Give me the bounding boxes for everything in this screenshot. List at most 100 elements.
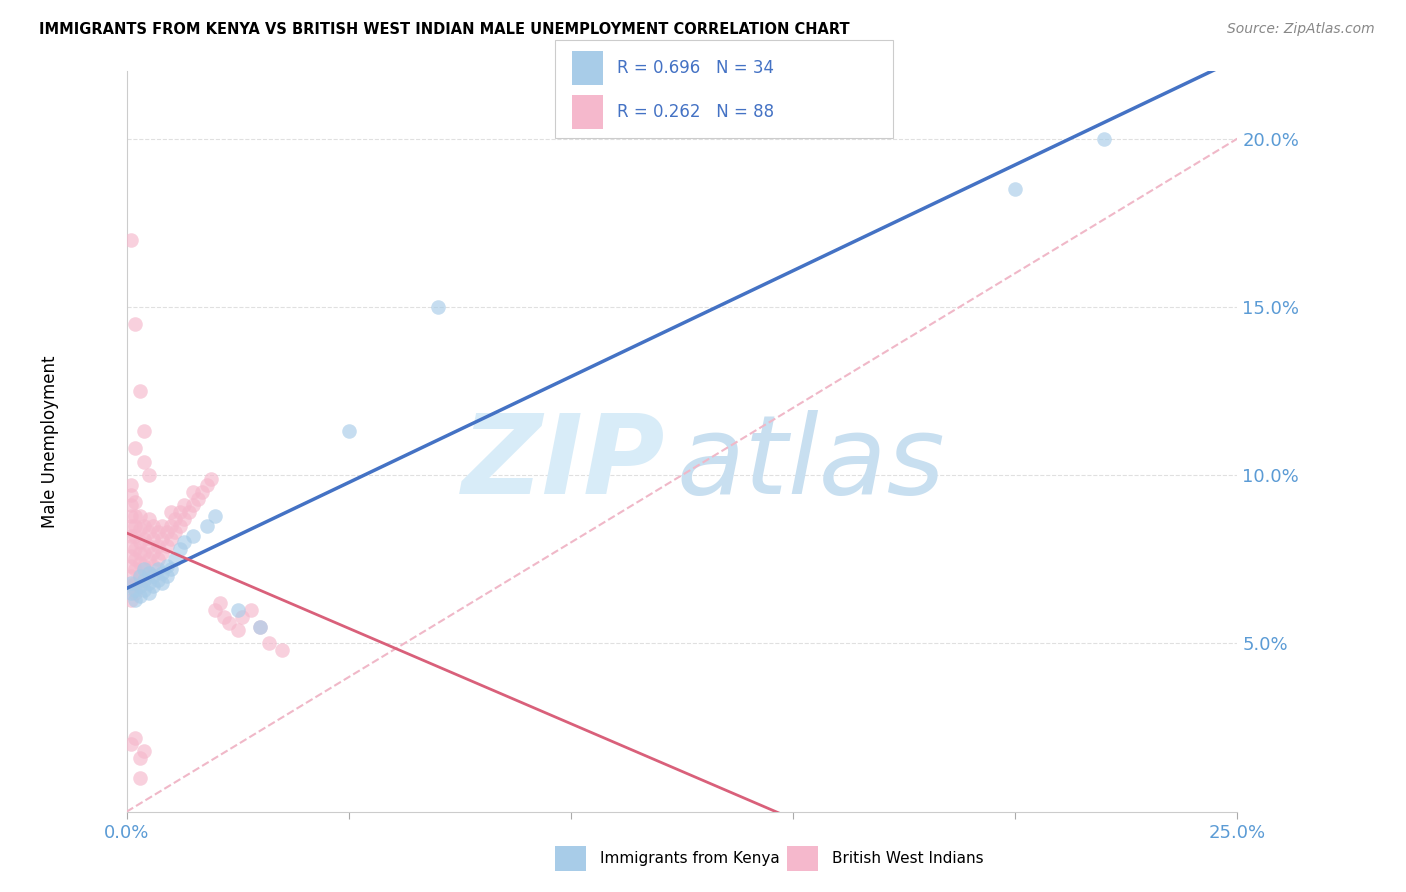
Point [150, 532, 173, 546]
Point [160, 562, 183, 576]
Point [337, 425, 360, 439]
Point [134, 425, 156, 439]
Point [142, 569, 165, 583]
Point [165, 552, 187, 566]
Point [146, 552, 169, 566]
Point [142, 545, 165, 560]
Point [155, 559, 177, 574]
Point [218, 616, 240, 631]
Text: Male Unemployment: Male Unemployment [41, 355, 59, 528]
Point [138, 566, 160, 580]
Point [128, 545, 150, 560]
Point [124, 508, 146, 523]
Point [138, 525, 160, 540]
Point [181, 529, 204, 543]
Point [173, 535, 195, 549]
Point [257, 636, 280, 650]
Point [160, 532, 183, 546]
Point [181, 499, 204, 513]
Point [128, 535, 150, 549]
Point [239, 603, 262, 617]
Point [195, 518, 218, 533]
Point [134, 562, 156, 576]
Point [155, 569, 177, 583]
Point [226, 623, 249, 637]
Point [165, 525, 187, 540]
Point [134, 532, 156, 546]
Point [128, 579, 150, 593]
Point [181, 485, 204, 500]
Point [134, 518, 156, 533]
Point [124, 575, 146, 590]
Point [120, 549, 142, 563]
Point [134, 559, 156, 574]
Point [150, 545, 173, 560]
Point [128, 771, 150, 785]
Point [124, 317, 146, 331]
Point [120, 478, 142, 492]
Point [128, 579, 150, 593]
Point [173, 499, 195, 513]
Point [155, 539, 177, 553]
Point [138, 566, 160, 580]
Point [1004, 182, 1026, 196]
Point [146, 562, 169, 576]
Point [231, 609, 253, 624]
Point [120, 499, 142, 513]
Point [120, 569, 142, 583]
Point [142, 518, 165, 533]
Point [134, 573, 156, 587]
Text: Source: ZipAtlas.com: Source: ZipAtlas.com [1227, 22, 1375, 37]
Point [124, 586, 146, 600]
Point [134, 455, 156, 469]
Point [200, 471, 222, 485]
Point [204, 508, 226, 523]
Point [138, 575, 160, 590]
Point [226, 603, 249, 617]
Text: IMMIGRANTS FROM KENYA VS BRITISH WEST INDIAN MALE UNEMPLOYMENT CORRELATION CHART: IMMIGRANTS FROM KENYA VS BRITISH WEST IN… [39, 22, 851, 37]
Text: ZIP: ZIP [461, 410, 665, 517]
Point [128, 522, 150, 536]
Point [169, 542, 191, 557]
Point [146, 573, 169, 587]
Point [128, 508, 150, 523]
Point [155, 525, 177, 540]
Point [134, 545, 156, 560]
Point [138, 586, 160, 600]
Point [204, 603, 226, 617]
Point [150, 566, 173, 580]
Point [128, 569, 150, 583]
Point [128, 556, 150, 570]
Point [160, 518, 183, 533]
Point [120, 518, 142, 533]
Point [191, 485, 214, 500]
Point [249, 619, 271, 633]
Point [124, 542, 146, 557]
Text: R = 0.262   N = 88: R = 0.262 N = 88 [617, 103, 775, 121]
Point [138, 552, 160, 566]
Point [195, 478, 218, 492]
Point [120, 579, 142, 593]
Point [134, 744, 156, 758]
Point [128, 751, 150, 765]
Point [177, 505, 200, 519]
Point [426, 300, 449, 314]
Point [134, 582, 156, 597]
Text: Immigrants from Kenya: Immigrants from Kenya [600, 851, 780, 865]
Point [142, 559, 165, 574]
Text: British West Indians: British West Indians [832, 851, 984, 865]
Point [150, 518, 173, 533]
Point [120, 508, 142, 523]
Point [165, 512, 187, 526]
Point [124, 529, 146, 543]
Point [120, 233, 142, 247]
Point [120, 592, 142, 607]
Point [124, 495, 146, 509]
Text: atlas: atlas [676, 410, 945, 517]
Point [160, 505, 183, 519]
Point [134, 573, 156, 587]
Point [208, 596, 231, 610]
Point [173, 512, 195, 526]
Point [187, 491, 209, 506]
Point [169, 505, 191, 519]
